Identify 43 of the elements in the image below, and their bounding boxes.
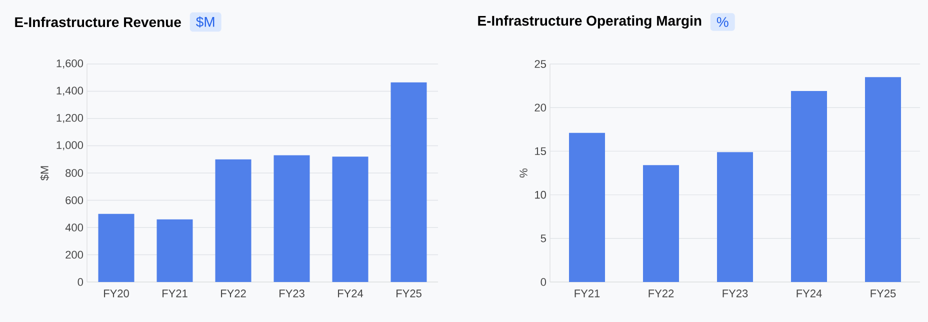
y-tick-label: 5: [540, 234, 546, 242]
x-tick-label: FY24: [796, 290, 822, 298]
x-tick-label: FY23: [280, 290, 304, 298]
x-tick-label: FY24: [338, 290, 364, 298]
y-tick-label: 10: [535, 190, 546, 199]
bar: [98, 214, 134, 282]
y-tick-label: 20: [534, 104, 546, 112]
y-tick-label: 600: [66, 196, 84, 204]
y-tick-label: 1,000: [56, 141, 84, 150]
y-tick-label: 15: [535, 147, 546, 156]
y-axis-title: %: [520, 168, 528, 178]
y-tick-label: 400: [65, 224, 84, 232]
bar: [274, 155, 310, 282]
y-tick-label: 0: [540, 278, 546, 286]
y-tick-label: 200: [66, 250, 84, 259]
bar: [332, 156, 368, 282]
bar: [156, 219, 193, 282]
chart-subtitle: %: [716, 17, 728, 27]
bar: [865, 77, 902, 282]
chart-title: E-Infrastructure Revenue: [15, 16, 181, 28]
bar: [569, 132, 606, 282]
chart-title: E-Infrastructure Operating Margin: [478, 15, 702, 29]
chart-subtitle: $M: [196, 16, 214, 28]
y-tick-label: 1,600: [56, 59, 84, 69]
x-tick-label: FY21: [574, 290, 600, 298]
x-tick-label: FY22: [221, 290, 246, 298]
y-tick-label: 1,400: [56, 86, 84, 96]
y-tick-label: 25: [534, 60, 546, 68]
x-tick-label: FY23: [722, 290, 748, 298]
x-tick-label: FY22: [648, 290, 674, 298]
y-axis-title: $M: [40, 166, 50, 181]
bar: [215, 159, 252, 282]
x-tick-label: FY25: [396, 290, 422, 298]
y-tick-label: 800: [66, 169, 84, 177]
x-tick-label: FY20: [104, 290, 129, 298]
bar: [390, 82, 427, 282]
x-tick-label: FY25: [870, 290, 896, 298]
bar: [791, 91, 828, 282]
bar: [717, 152, 754, 282]
x-tick-label: FY21: [162, 290, 188, 298]
y-tick-label: 0: [78, 278, 84, 286]
bar: [643, 165, 680, 282]
y-tick-label: 1,200: [56, 114, 84, 124]
